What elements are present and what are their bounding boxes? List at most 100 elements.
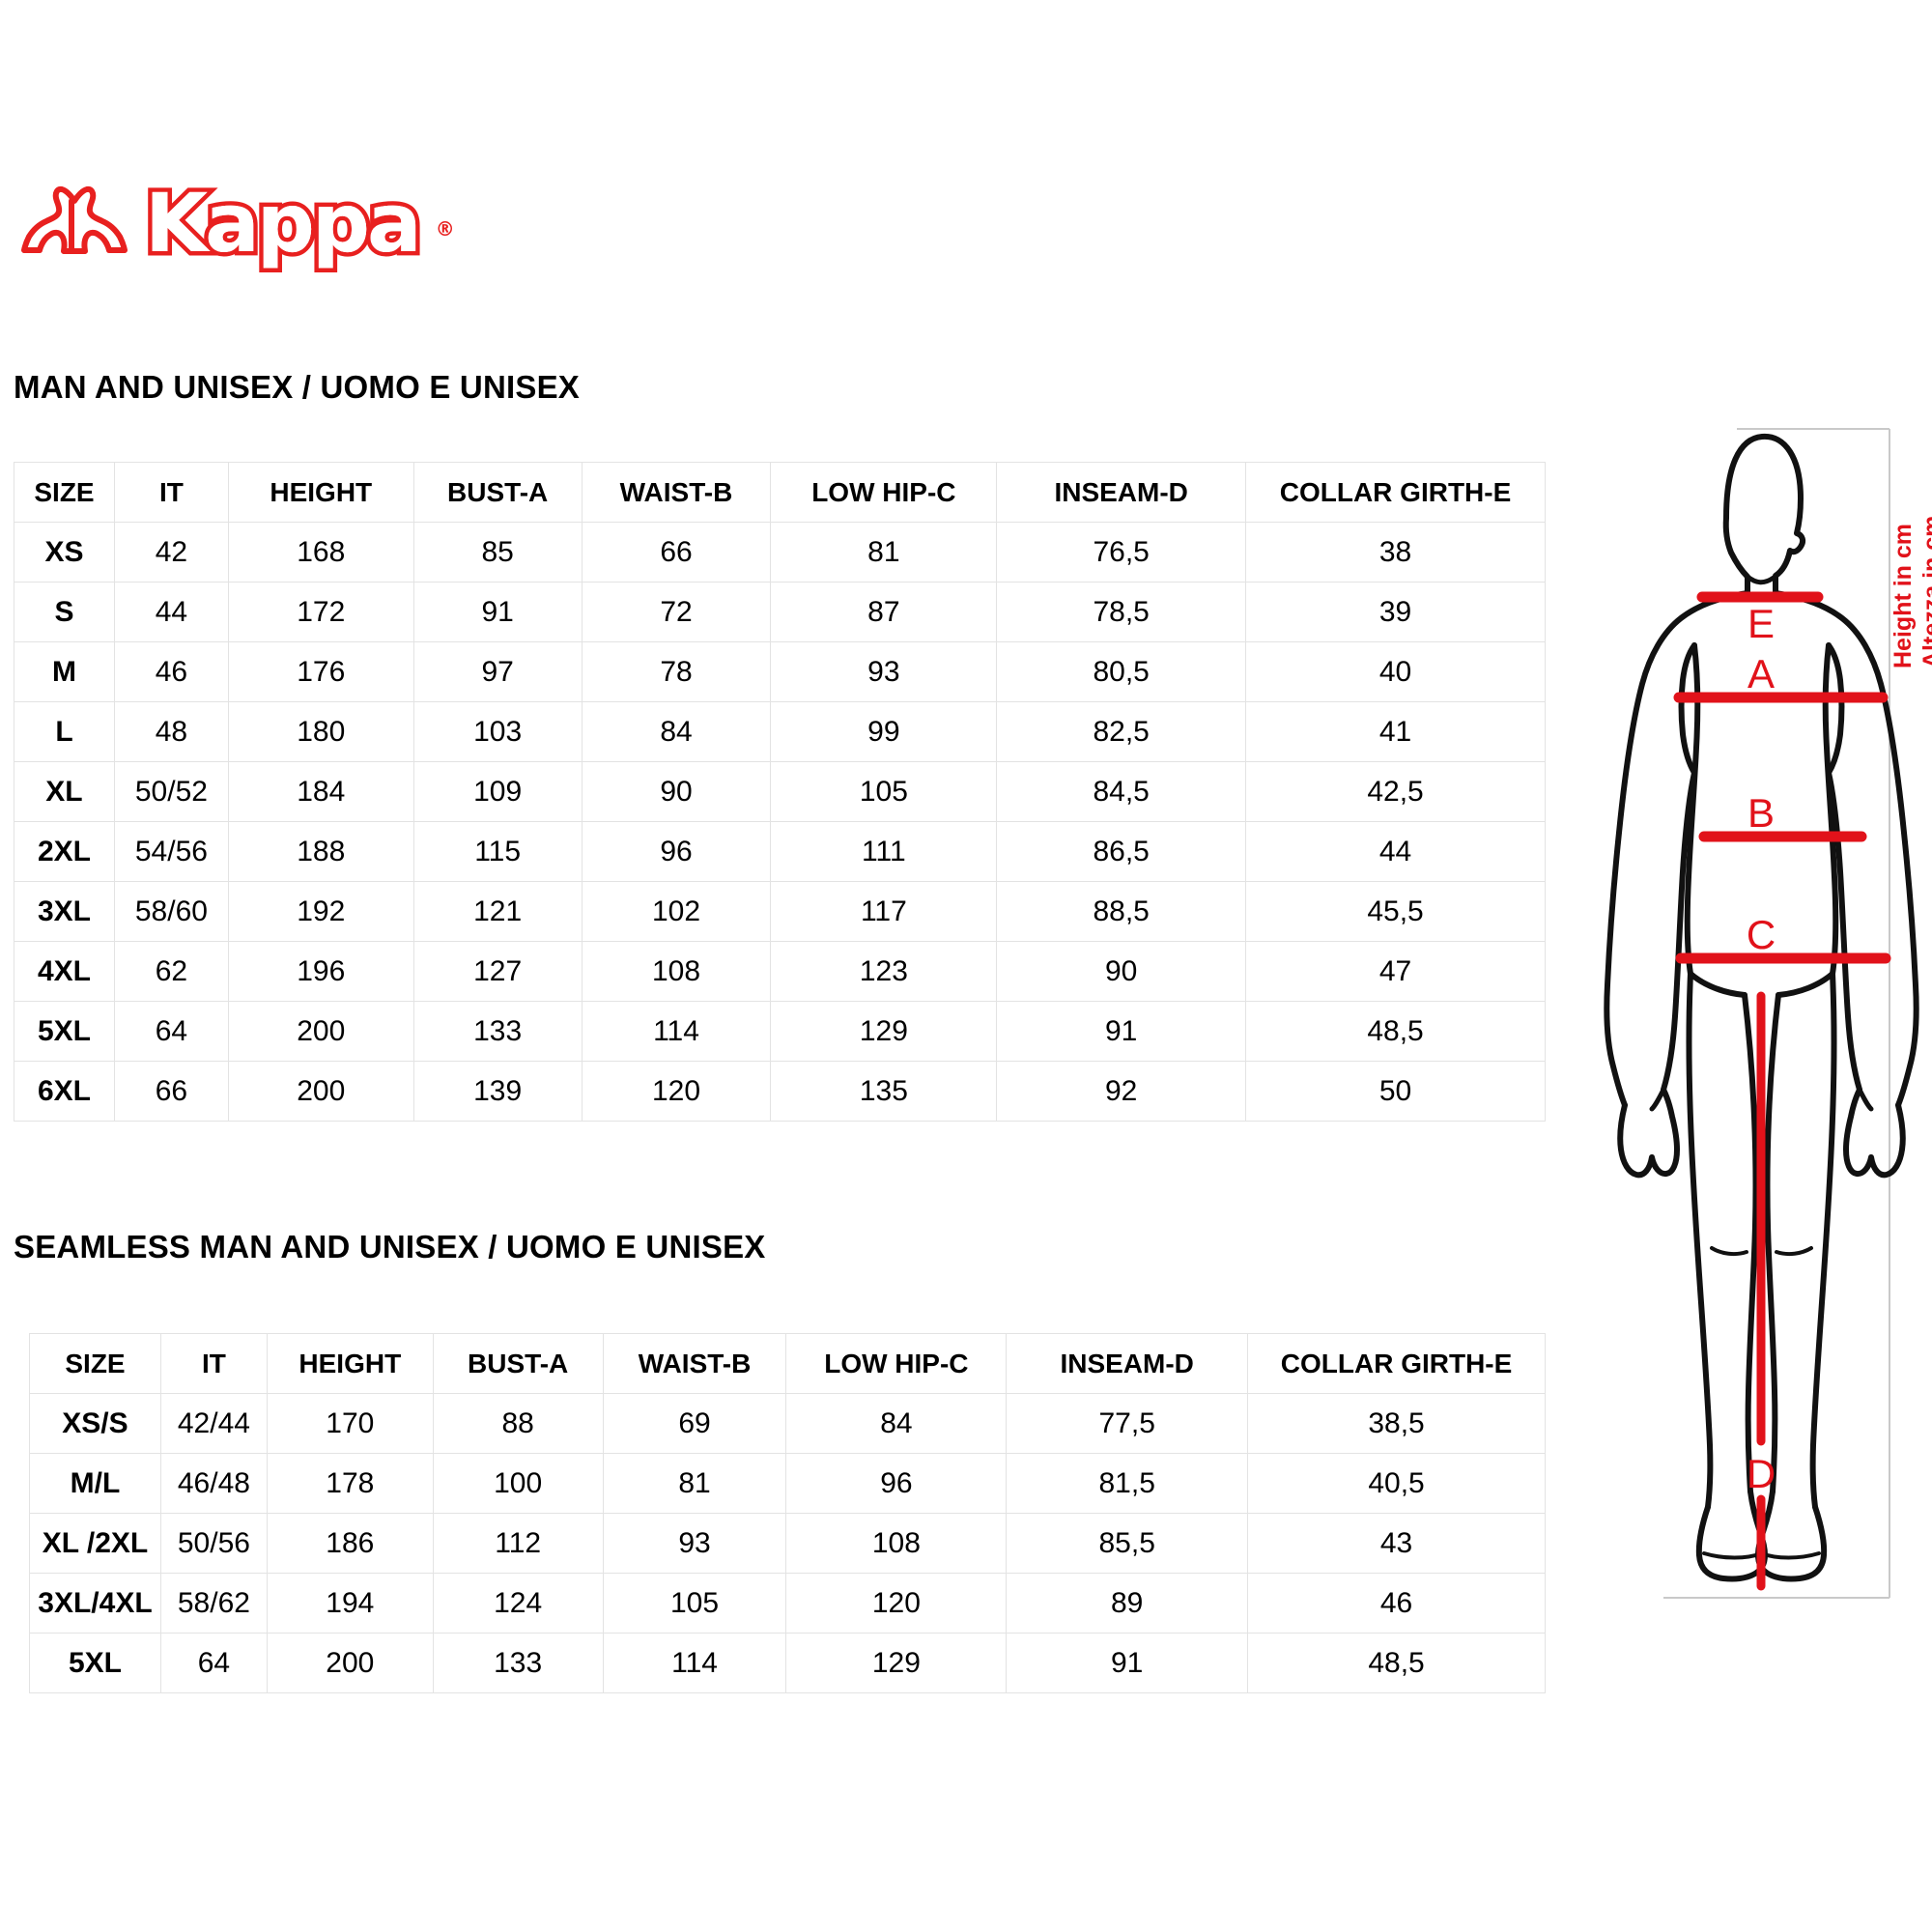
table-row: XS/S 42/44 170 88 69 84 77,5 38,5 xyxy=(29,1393,1546,1454)
cell-value: 168 xyxy=(227,522,414,582)
cell-value: 38 xyxy=(1245,522,1546,582)
cell-size: L xyxy=(14,701,115,762)
cell-value: 184 xyxy=(227,761,414,822)
cell-value: 48,5 xyxy=(1247,1633,1546,1693)
column-header-waist: WAIST-B xyxy=(602,1333,787,1394)
cell-value: 105 xyxy=(770,761,998,822)
table-row: 6XL 66 200 139 120 135 92 50 xyxy=(14,1061,1546,1122)
column-header-bust: BUST-A xyxy=(412,462,582,523)
cell-size: 3XL xyxy=(14,881,115,942)
cell-value: 50/56 xyxy=(159,1513,268,1574)
cell-value: 81 xyxy=(602,1453,787,1514)
cell-value: 45,5 xyxy=(1245,881,1546,942)
measurement-figure: E A B C D Height in cm Altezza in cm xyxy=(1557,379,1932,1625)
cell-value: 81,5 xyxy=(1006,1453,1249,1514)
cell-value: 120 xyxy=(581,1061,772,1122)
cell-value: 92 xyxy=(996,1061,1247,1122)
cell-value: 93 xyxy=(770,641,998,702)
height-label-en: Height in cm xyxy=(1889,523,1917,668)
table-row: 5XL 64 200 133 114 129 91 48,5 xyxy=(29,1633,1546,1693)
table-body: XS 42 168 85 66 81 76,5 38 S 44 172 91 72 87 78,5 39 M 46… xyxy=(14,522,1546,1122)
cell-value: 78 xyxy=(581,641,772,702)
column-header-size: SIZE xyxy=(14,462,115,523)
column-header-waist: WAIST-B xyxy=(581,462,772,523)
column-header-hip: LOW HIP-C xyxy=(770,462,998,523)
cell-value: 48,5 xyxy=(1245,1001,1546,1062)
cell-value: 85 xyxy=(412,522,582,582)
cell-size: 4XL xyxy=(14,941,115,1002)
size-table-seamless: SIZE IT HEIGHT BUST-A WAIST-B LOW HIP-C … xyxy=(29,1333,1546,1693)
cell-value: 84 xyxy=(581,701,772,762)
cell-value: 42,5 xyxy=(1245,761,1546,822)
cell-value: 90 xyxy=(996,941,1247,1002)
cell-size: XS/S xyxy=(29,1393,161,1454)
body-figure-icon: E A B C D xyxy=(1604,428,1919,1599)
cell-value: 109 xyxy=(412,761,582,822)
cell-value: 100 xyxy=(432,1453,604,1514)
cell-value: 135 xyxy=(770,1061,998,1122)
cell-value: 99 xyxy=(770,701,998,762)
cell-value: 42/44 xyxy=(159,1393,268,1454)
cell-size: M xyxy=(14,641,115,702)
cell-size: 6XL xyxy=(14,1061,115,1122)
cell-value: 129 xyxy=(785,1633,1008,1693)
cell-value: 66 xyxy=(581,522,772,582)
cell-value: 139 xyxy=(412,1061,582,1122)
cell-value: 41 xyxy=(1245,701,1546,762)
table-row: 2XL 54/56 188 115 96 111 86,5 44 xyxy=(14,821,1546,882)
table-row: S 44 172 91 72 87 78,5 39 xyxy=(14,582,1546,642)
measure-label-a: A xyxy=(1747,651,1775,696)
cell-value: 77,5 xyxy=(1006,1393,1249,1454)
cell-value: 46 xyxy=(113,641,229,702)
cell-value: 81 xyxy=(770,522,998,582)
cell-value: 124 xyxy=(432,1573,604,1634)
column-header-height: HEIGHT xyxy=(266,1333,434,1394)
cell-value: 64 xyxy=(159,1633,268,1693)
cell-size: XL xyxy=(14,761,115,822)
cell-value: 58/62 xyxy=(159,1573,268,1634)
cell-value: 114 xyxy=(602,1633,787,1693)
cell-value: 46 xyxy=(1247,1573,1546,1634)
cell-value: 194 xyxy=(266,1573,434,1634)
cell-value: 86,5 xyxy=(996,821,1247,882)
cell-value: 91 xyxy=(412,582,582,642)
cell-value: 54/56 xyxy=(113,821,229,882)
table-header-row: SIZE IT HEIGHT BUST-A WAIST-B LOW HIP-C … xyxy=(29,1333,1546,1394)
cell-size: XS xyxy=(14,522,115,582)
cell-value: 172 xyxy=(227,582,414,642)
cell-value: 46/48 xyxy=(159,1453,268,1514)
cell-value: 42 xyxy=(113,522,229,582)
cell-value: 69 xyxy=(602,1393,787,1454)
measure-label-e: E xyxy=(1747,601,1775,646)
column-header-height: HEIGHT xyxy=(227,462,414,523)
column-header-it: IT xyxy=(159,1333,268,1394)
table-row: M 46 176 97 78 93 80,5 40 xyxy=(14,641,1546,702)
cell-value: 96 xyxy=(581,821,772,882)
cell-value: 180 xyxy=(227,701,414,762)
size-table-man: SIZE IT HEIGHT BUST-A WAIST-B LOW HIP-C … xyxy=(14,462,1546,1122)
cell-value: 103 xyxy=(412,701,582,762)
cell-value: 176 xyxy=(227,641,414,702)
cell-value: 123 xyxy=(770,941,998,1002)
cell-value: 85,5 xyxy=(1006,1513,1249,1574)
cell-value: 108 xyxy=(785,1513,1008,1574)
cell-value: 188 xyxy=(227,821,414,882)
cell-value: 114 xyxy=(581,1001,772,1062)
cell-size: 5XL xyxy=(14,1001,115,1062)
cell-value: 127 xyxy=(412,941,582,1002)
cell-value: 80,5 xyxy=(996,641,1247,702)
table-row: L 48 180 103 84 99 82,5 41 xyxy=(14,701,1546,762)
cell-value: 72 xyxy=(581,582,772,642)
cell-value: 50/52 xyxy=(113,761,229,822)
cell-value: 178 xyxy=(266,1453,434,1514)
cell-size: XL /2XL xyxy=(29,1513,161,1574)
cell-value: 186 xyxy=(266,1513,434,1574)
cell-value: 200 xyxy=(227,1001,414,1062)
cell-value: 115 xyxy=(412,821,582,882)
cell-size: 5XL xyxy=(29,1633,161,1693)
cell-value: 58/60 xyxy=(113,881,229,942)
column-header-it: IT xyxy=(113,462,229,523)
cell-value: 91 xyxy=(996,1001,1247,1062)
section-title-seamless: SEAMLESS MAN AND UNISEX / UOMO E UNISEX xyxy=(14,1229,766,1264)
cell-value: 84,5 xyxy=(996,761,1247,822)
